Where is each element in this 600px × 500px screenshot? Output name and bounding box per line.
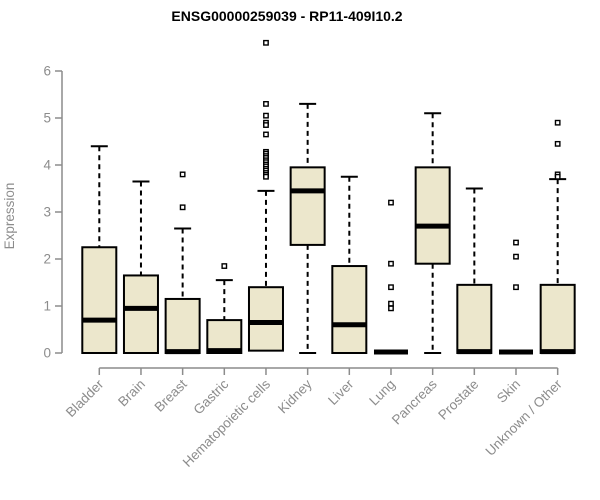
box-gastric: [206, 263, 243, 355]
outlier-point: [513, 253, 519, 260]
iqr-box: [164, 297, 201, 355]
outlier-point: [513, 239, 519, 246]
x-tick-label: Brain: [115, 377, 148, 410]
outlier-point: [554, 140, 561, 147]
outlier-point: [221, 263, 228, 269]
iqr-box: [456, 283, 493, 355]
iqr-box: [122, 274, 159, 355]
iqr-box: [414, 166, 451, 265]
y-tick-label: 4: [43, 158, 51, 173]
x-tick-label: Kidney: [275, 376, 315, 416]
outlier-point: [263, 39, 269, 46]
y-tick-label: 0: [43, 346, 51, 361]
outlier-point: [388, 305, 394, 312]
box-kidney: [289, 102, 326, 354]
outlier-point: [263, 173, 269, 180]
iqr-box: [81, 246, 118, 354]
box-brain: [122, 180, 159, 355]
iqr-box: [539, 283, 576, 355]
outlier-point: [388, 300, 394, 307]
outlier-point: [263, 122, 269, 128]
y-tick-label: 2: [43, 252, 51, 267]
iqr-box: [289, 166, 326, 246]
iqr-box: [247, 286, 284, 352]
outlier-point: [179, 204, 186, 211]
box-pancreas: [414, 112, 451, 354]
box-prostate: [456, 187, 493, 355]
x-tick-label: Breast: [152, 376, 190, 414]
x-tick-label: Liver: [325, 376, 357, 408]
chart-title: ENSG00000259039 - RP11-409I10.2: [171, 8, 402, 24]
y-tick-label: 1: [43, 299, 51, 314]
iqr-box: [206, 319, 243, 355]
box-lung: [373, 199, 408, 355]
y-tick-label: 6: [43, 64, 51, 79]
box-skin: [499, 239, 533, 355]
iqr-box: [331, 265, 368, 354]
y-tick-label: 3: [43, 205, 51, 220]
outlier-point: [263, 112, 269, 119]
box-unknown-other: [539, 119, 576, 355]
outlier-point: [513, 284, 519, 291]
x-tick-label: Unknown / Other: [483, 376, 566, 459]
outlier-point: [263, 100, 269, 107]
y-axis-title: Expression: [2, 183, 17, 250]
x-tick-label: Pancreas: [389, 376, 440, 427]
outlier-point: [263, 131, 269, 138]
outlier-point: [388, 260, 394, 267]
outlier-point: [554, 173, 561, 180]
x-tick-label: Gastric: [191, 376, 232, 417]
outlier-point: [388, 284, 394, 291]
outlier-point: [388, 199, 394, 206]
box-liver: [331, 175, 368, 354]
x-tick-label: Prostate: [435, 377, 481, 423]
box-hematopoietic-cells: [247, 39, 284, 352]
box-breast: [164, 171, 201, 355]
box-bladder: [81, 145, 118, 354]
x-tick-label: Bladder: [63, 376, 107, 420]
outlier-point: [179, 171, 186, 178]
y-tick-label: 5: [43, 111, 51, 126]
x-tick-label: Lung: [366, 377, 398, 409]
outlier-point: [554, 119, 561, 126]
x-tick-label: Skin: [494, 377, 523, 406]
